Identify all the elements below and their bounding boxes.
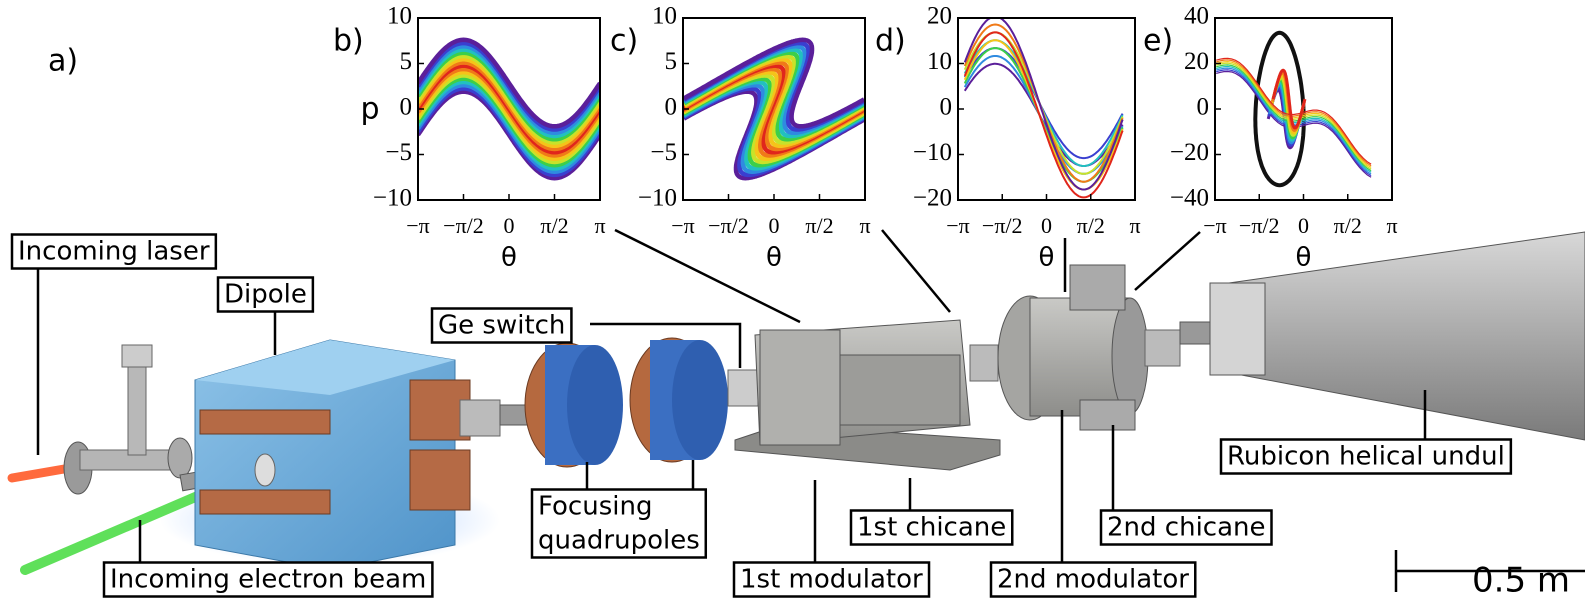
label: 1st chicane: [857, 513, 1006, 543]
x-tick-label: 0: [1298, 213, 1309, 238]
label: Ge switch: [438, 311, 565, 341]
y-tick-label: −10: [373, 185, 412, 212]
y-tick-label: 0: [400, 94, 413, 121]
figure: a) 0.5 m Incoming laser Dipole Ge switch In…: [0, 0, 1585, 606]
x-axis-label: θ: [1039, 243, 1055, 273]
panel-label: c): [610, 24, 638, 59]
y-tick-label: 5: [400, 48, 413, 75]
label: 1st modulator: [740, 565, 923, 595]
y-tick-label: 10: [387, 3, 412, 30]
x-tick-label: −π/2: [443, 213, 484, 238]
panel-label: e): [1143, 24, 1173, 59]
label: 2nd chicane: [1107, 513, 1266, 543]
page: {"figure_label": "a)", "panels": [ {"lab…: [0, 0, 1585, 606]
y-tick-label: −5: [650, 139, 677, 166]
x-tick-label: π: [1129, 213, 1140, 238]
panel-label: b): [333, 24, 364, 59]
label: quadrupoles: [538, 526, 700, 556]
y-tick-label: −40: [1170, 185, 1209, 212]
panel-label: d): [875, 24, 906, 59]
x-tick-label: −π: [406, 213, 430, 238]
x-tick-label: π: [859, 213, 870, 238]
y-tick-label: −5: [385, 139, 412, 166]
y-tick-label: 10: [927, 48, 952, 75]
y-tick-label: −10: [638, 185, 677, 212]
x-axis-label: θ: [766, 243, 782, 273]
y-tick-label: 20: [927, 3, 952, 30]
label: Dipole: [224, 280, 307, 310]
y-tick-label: −20: [1170, 139, 1209, 166]
y-tick-label: 10: [652, 3, 677, 30]
y-tick-label: −10: [913, 139, 952, 166]
y-tick-label: 40: [1184, 3, 1209, 30]
label: Incoming laser: [18, 237, 210, 267]
label: Focusing: [538, 492, 652, 522]
x-tick-label: −π: [946, 213, 970, 238]
x-axis-label: θ: [1296, 243, 1312, 273]
label: Incoming electron beam: [110, 565, 426, 595]
x-tick-label: −π/2: [1239, 213, 1280, 238]
x-tick-label: −π/2: [982, 213, 1023, 238]
x-tick-label: π/2: [1334, 213, 1362, 238]
x-tick-label: 0: [504, 213, 515, 238]
x-tick-label: −π/2: [708, 213, 749, 238]
label: 2nd modulator: [997, 565, 1189, 595]
x-tick-label: 0: [769, 213, 780, 238]
x-tick-label: −π: [1203, 213, 1227, 238]
x-tick-label: 0: [1041, 213, 1052, 238]
label: Rubicon helical undul: [1227, 442, 1505, 472]
x-tick-label: π/2: [1077, 213, 1105, 238]
x-tick-label: −π: [671, 213, 695, 238]
y-tick-label: 0: [665, 94, 678, 121]
y-tick-label: 5: [665, 48, 678, 75]
y-tick-label: −20: [913, 185, 952, 212]
figure-label: a): [48, 44, 78, 79]
y-tick-label: 0: [940, 94, 953, 121]
y-tick-label: 0: [1197, 94, 1210, 121]
scale-bar-label: 0.5 m: [1472, 561, 1570, 601]
x-tick-label: π: [1386, 213, 1397, 238]
y-axis-label: p: [360, 92, 379, 127]
x-axis-label: θ: [501, 243, 517, 273]
x-tick-label: π/2: [805, 213, 833, 238]
x-tick-label: π: [594, 213, 605, 238]
x-tick-label: π/2: [540, 213, 568, 238]
y-tick-label: 20: [1184, 48, 1209, 75]
